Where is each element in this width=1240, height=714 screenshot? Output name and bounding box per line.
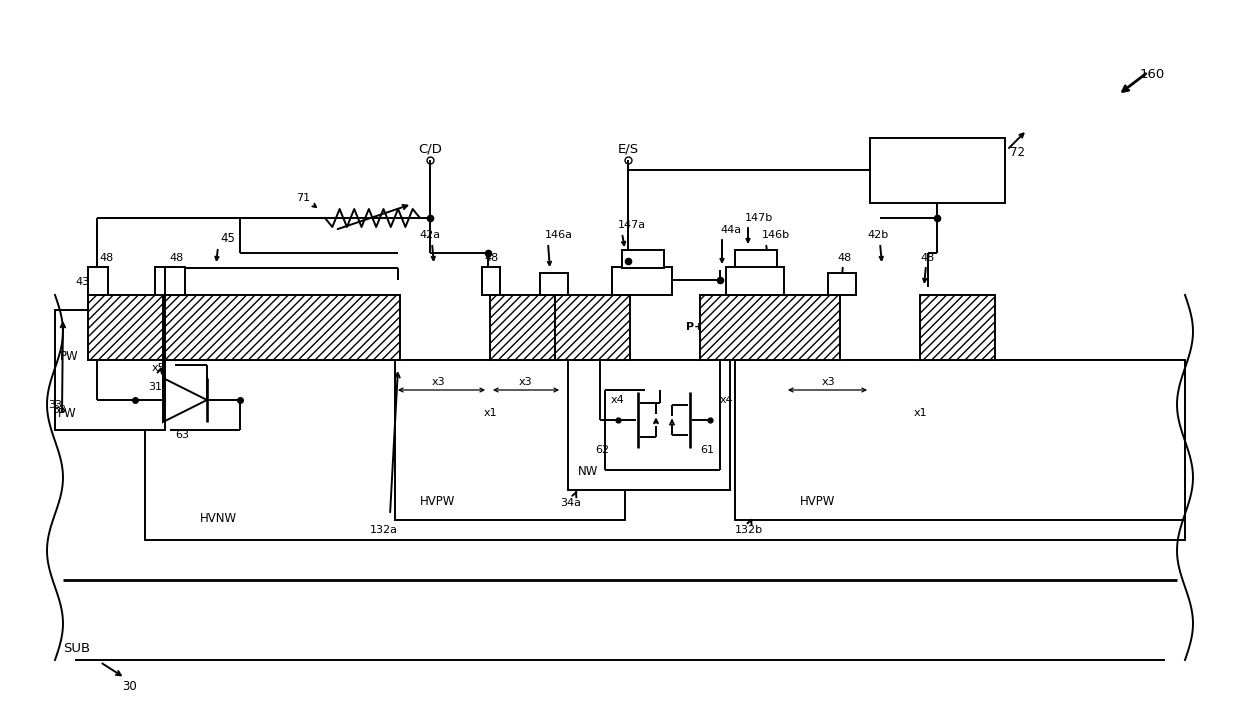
Bar (165, 295, 401, 360)
Bar (828, 273, 856, 295)
Text: x5: x5 (153, 363, 166, 373)
Text: 48: 48 (838, 253, 852, 263)
Text: 146b: 146b (763, 230, 790, 240)
Text: PW: PW (58, 407, 77, 420)
Text: x3: x3 (518, 377, 532, 387)
Text: C/D: C/D (418, 142, 441, 155)
Text: E/S: E/S (618, 142, 639, 155)
Text: P+: P+ (511, 322, 528, 332)
Text: 48: 48 (170, 253, 184, 263)
Text: PW: PW (60, 350, 78, 363)
Bar (490, 295, 556, 360)
Text: SUB: SUB (63, 642, 91, 655)
Text: HVPW: HVPW (800, 495, 836, 508)
Text: 61: 61 (701, 445, 714, 455)
Text: GATE: GATE (916, 155, 957, 169)
Text: HVPW: HVPW (420, 495, 455, 508)
Text: x4: x4 (611, 395, 625, 405)
Bar (735, 250, 777, 268)
Text: 44a: 44a (720, 225, 742, 235)
Text: 34a: 34a (560, 498, 582, 508)
Text: 31: 31 (148, 382, 162, 392)
Text: 146a: 146a (546, 230, 573, 240)
Text: 42b: 42b (867, 230, 889, 240)
Text: x1: x1 (913, 408, 926, 418)
Bar (155, 267, 174, 295)
Text: N+: N+ (250, 322, 269, 332)
Text: 43: 43 (76, 277, 91, 287)
Bar (539, 273, 568, 295)
Text: 48: 48 (100, 253, 114, 263)
Text: P+: P+ (112, 322, 129, 332)
Text: 30: 30 (122, 680, 136, 693)
Text: 33: 33 (48, 400, 62, 410)
Text: x3: x3 (821, 377, 835, 387)
Bar (145, 360, 1185, 540)
Text: 147a: 147a (618, 220, 646, 230)
Text: 71: 71 (296, 193, 310, 203)
Bar (88, 267, 108, 295)
Text: 63: 63 (175, 430, 188, 440)
Text: NW: NW (578, 465, 599, 478)
Text: 45: 45 (219, 232, 234, 245)
Text: 160: 160 (1140, 68, 1166, 81)
Bar (165, 267, 185, 295)
Bar (396, 360, 625, 520)
Text: 48: 48 (485, 253, 500, 263)
Bar (88, 295, 162, 360)
Bar (701, 295, 839, 360)
Text: x2: x2 (583, 300, 596, 310)
Bar (55, 310, 165, 430)
Text: HVNW: HVNW (200, 512, 237, 525)
Text: 62: 62 (595, 445, 609, 455)
Bar (613, 267, 672, 295)
Text: 48: 48 (921, 253, 935, 263)
Bar (725, 267, 784, 295)
Bar (622, 250, 663, 268)
Bar (556, 295, 630, 360)
Bar (482, 267, 500, 295)
Text: P+: P+ (686, 322, 703, 332)
Text: 33: 33 (52, 405, 66, 415)
Text: 132b: 132b (735, 525, 763, 535)
Bar (870, 138, 1004, 203)
Bar (568, 360, 730, 490)
Text: 132a: 132a (370, 525, 398, 535)
Text: x3: x3 (432, 377, 445, 387)
Text: P+: P+ (946, 322, 963, 332)
Text: x2: x2 (761, 300, 775, 310)
Text: x1: x1 (484, 408, 497, 418)
Text: x4: x4 (720, 395, 734, 405)
Bar (920, 295, 994, 360)
Text: 42a: 42a (419, 230, 440, 240)
Text: CONTROL: CONTROL (899, 175, 975, 189)
Bar (735, 360, 1185, 520)
Text: 72: 72 (1011, 146, 1025, 159)
Text: 147b: 147b (745, 213, 774, 223)
